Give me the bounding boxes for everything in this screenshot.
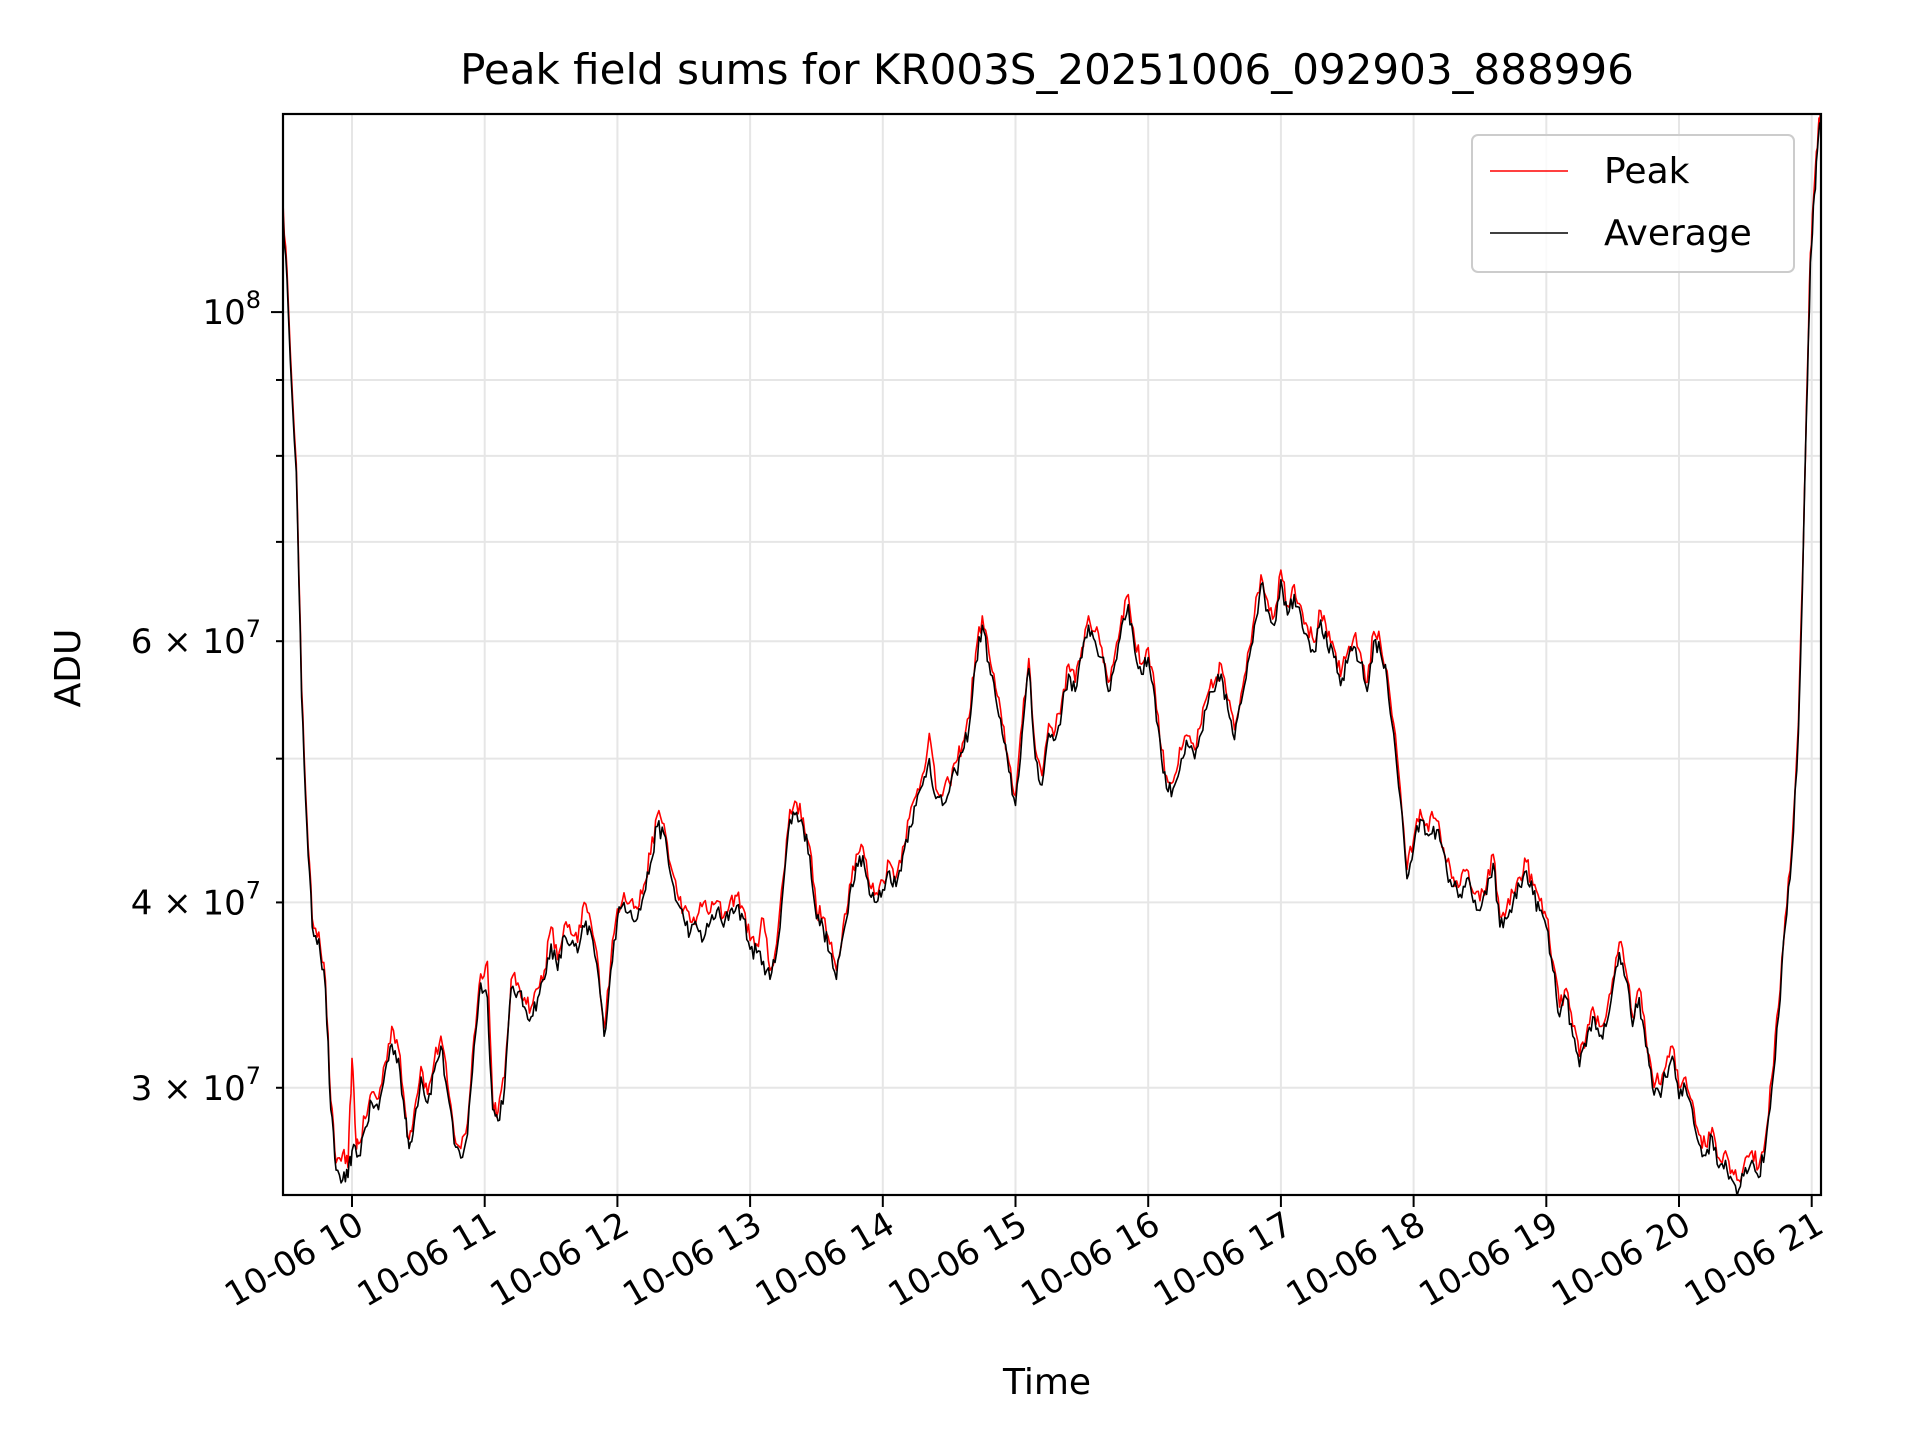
x-axis-label: Time	[1002, 1362, 1091, 1403]
series-average-line	[283, 118, 1821, 1195]
y-axis-label: ADU	[48, 629, 89, 708]
y-tick-label: 4 × 107	[131, 876, 261, 923]
y-tick-label: 3 × 107	[131, 1062, 261, 1109]
legend: Peak Average	[1471, 134, 1795, 273]
chart-title: Peak field sums for KR003S_20251006_0929…	[460, 45, 1634, 94]
plot-area	[283, 114, 1821, 1195]
legend-average-label: Average	[1604, 213, 1752, 254]
axes-frame	[281, 112, 1823, 1197]
legend-frame	[1471, 134, 1795, 273]
y-tick-label: 108	[202, 286, 261, 333]
y-tick-label: 6 × 107	[131, 615, 261, 662]
legend-peak-label: Peak	[1604, 151, 1690, 192]
grid	[283, 114, 1821, 1195]
